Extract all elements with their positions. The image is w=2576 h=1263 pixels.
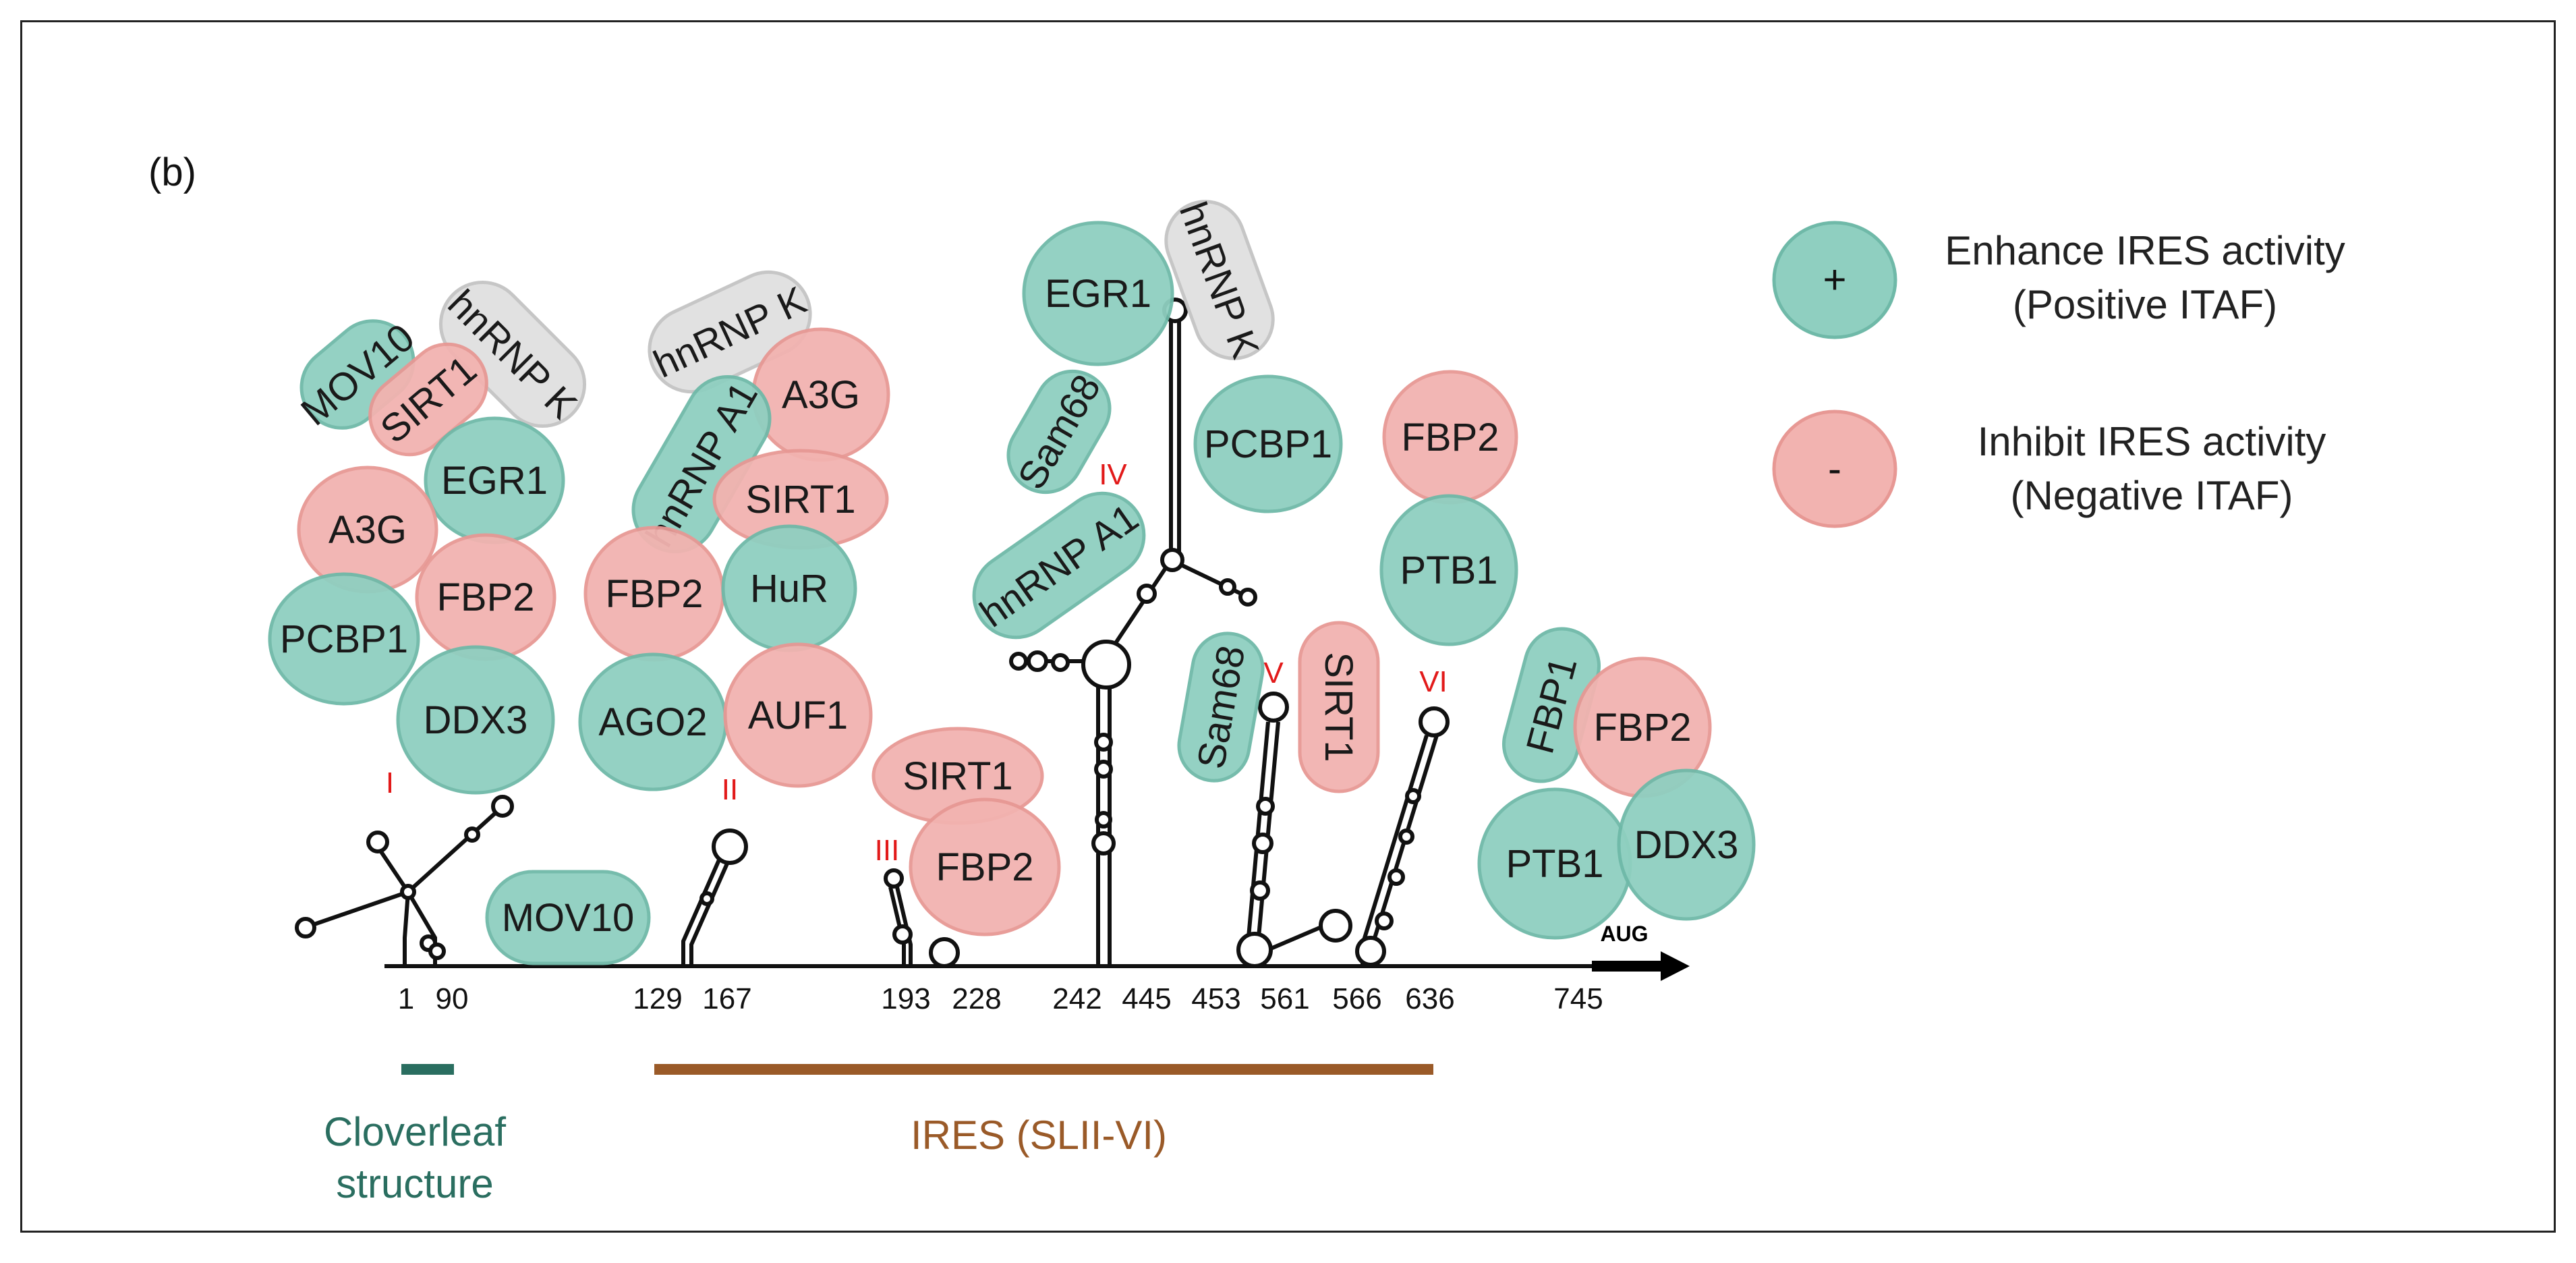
protein-a3g-1: A3G <box>297 466 438 594</box>
cloverleaf-label-line1: Cloverleaf <box>324 1109 506 1154</box>
protein-label: FBP2 <box>605 572 703 616</box>
protein-fbp2-1: FBP2 <box>415 533 556 661</box>
legend-negative-line1: Inhibit IRES activity <box>1978 419 2326 464</box>
protein-fbp2-5: FBP2 <box>1573 656 1712 798</box>
protein-sam68-2: Sam68 <box>1177 632 1265 783</box>
legend-negative-symbol: - <box>1828 446 1841 491</box>
legend-positive-symbol: + <box>1823 257 1846 302</box>
stem-loop-3 <box>884 868 960 968</box>
protein-mov10-2: MOV10 <box>485 870 651 965</box>
protein-label: EGR1 <box>441 459 548 503</box>
stem-loop-label-VI: VI <box>1419 665 1448 698</box>
protein-label: MOV10 <box>502 896 635 940</box>
position-167: 167 <box>702 982 751 1015</box>
protein-ptb1-2: PTB1 <box>1477 787 1632 940</box>
protein-label: A3G <box>782 373 860 417</box>
protein-label: PCBP1 <box>1204 422 1332 466</box>
legend-positive-line2: (Positive ITAF) <box>2013 282 2277 327</box>
protein-label: FBP2 <box>936 845 1033 889</box>
position-129: 129 <box>633 982 682 1015</box>
position-636: 636 <box>1405 982 1454 1015</box>
protein-hur: HuR <box>721 524 857 652</box>
protein-auf1: AUF1 <box>723 642 873 788</box>
protein-ptb1-1: PTB1 <box>1379 494 1518 646</box>
position-561: 561 <box>1260 982 1309 1015</box>
cloverleaf-label-line2: structure <box>336 1161 493 1206</box>
protein-egr1-1: EGR1 <box>424 416 565 544</box>
protein-ddx3-1: DDX3 <box>396 645 555 795</box>
protein-ddx3-2: DDX3 <box>1617 768 1756 921</box>
protein-fbp2-3: FBP2 <box>909 797 1061 936</box>
position-228: 228 <box>952 982 1001 1015</box>
protein-label: EGR1 <box>1045 272 1151 316</box>
protein-hnrnp-a1-2: hnRNP A1 <box>972 491 1146 640</box>
region-annotations: Cloverleaf structure IRES (SLII-VI) <box>324 1064 1433 1206</box>
protein-sirt1-4: SIRT1 <box>1298 621 1380 793</box>
stem-loop-1 <box>295 795 514 966</box>
legend-positive-swatch: + <box>1772 221 1897 339</box>
stem-loop-4 <box>1009 298 1257 966</box>
protein-pcbp1-2: PCBP1 <box>1193 374 1343 513</box>
protein-sirt1-2: SIRT1 <box>712 449 889 550</box>
ires-label: IRES (SLII-VI) <box>911 1113 1167 1158</box>
protein-sirt1-1: SIRT1 <box>368 342 488 457</box>
legend-negative-line2: (Negative ITAF) <box>2011 473 2293 518</box>
start-codon-label: AUG <box>1600 922 1648 946</box>
position-745: 745 <box>1553 982 1603 1015</box>
ires-bar <box>654 1064 1433 1075</box>
protein-label: AUF1 <box>748 694 848 737</box>
position-193: 193 <box>881 982 930 1015</box>
protein-label: HuR <box>750 567 828 611</box>
protein-label: SIRT1 <box>1317 652 1361 762</box>
protein-label: DDX3 <box>1634 823 1739 867</box>
protein-label: AGO2 <box>598 700 707 744</box>
protein-label: FBP2 <box>1593 706 1691 750</box>
stem-loop-label-I: I <box>386 766 394 799</box>
panel-label: (b) <box>148 150 196 194</box>
position-1: 1 <box>398 982 414 1015</box>
protein-label: FBP2 <box>436 576 534 619</box>
protein-label: SIRT1 <box>745 478 855 522</box>
protein-sam68-1: Sam68 <box>1006 367 1112 497</box>
position-453: 453 <box>1191 982 1240 1015</box>
position-445: 445 <box>1122 982 1171 1015</box>
protein-egr1-2: EGR1 <box>1022 221 1174 366</box>
protein-label: PTB1 <box>1506 842 1603 886</box>
protein-fbp2-2: FBP2 <box>583 526 725 662</box>
protein-layer: MOV10 hnRNP K SIRT1 EGR1 A3G FBP2 PCBP1 <box>268 196 1756 965</box>
position-566: 566 <box>1332 982 1381 1015</box>
legend: + Enhance IRES activity (Positive ITAF) … <box>1772 221 2345 528</box>
protein-label: PTB1 <box>1400 549 1497 592</box>
protein-label: A3G <box>328 508 407 552</box>
protein-label: DDX3 <box>424 698 528 742</box>
cloverleaf-bar <box>401 1064 454 1075</box>
stem-loop-label-IV: IV <box>1099 458 1127 491</box>
protein-pcbp1-1: PCBP1 <box>268 572 420 706</box>
protein-label: PCBP1 <box>280 617 408 661</box>
protein-fbp2-4: FBP2 <box>1382 370 1518 505</box>
protein-hnrnp-k-3: hnRNP K <box>1164 196 1275 364</box>
protein-label: FBP2 <box>1401 416 1499 459</box>
stem-loop-label-V: V <box>1263 656 1284 690</box>
stem-loop-6 <box>1355 706 1450 967</box>
legend-positive-line1: Enhance IRES activity <box>1945 228 2345 273</box>
position-90: 90 <box>436 982 469 1015</box>
stem-loop-labels: I II III IV V VI <box>386 458 1448 867</box>
aug-arrow-head <box>1661 951 1690 981</box>
stem-loop-label-III: III <box>875 834 900 867</box>
protein-label: SIRT1 <box>903 754 1012 798</box>
stem-loop-label-II: II <box>722 773 738 806</box>
protein-a3g-2: A3G <box>751 327 890 462</box>
legend-negative-swatch: - <box>1772 410 1897 528</box>
position-242: 242 <box>1052 982 1101 1015</box>
stem-loop-2 <box>681 829 748 966</box>
stem-loop-5 <box>1236 692 1352 968</box>
figure-frame <box>20 20 2556 1233</box>
rna-structure <box>295 298 1690 981</box>
position-labels: 1 90 129 167 193 228 242 445 453 561 566… <box>398 922 1649 1015</box>
protein-ago2: AGO2 <box>578 652 728 791</box>
